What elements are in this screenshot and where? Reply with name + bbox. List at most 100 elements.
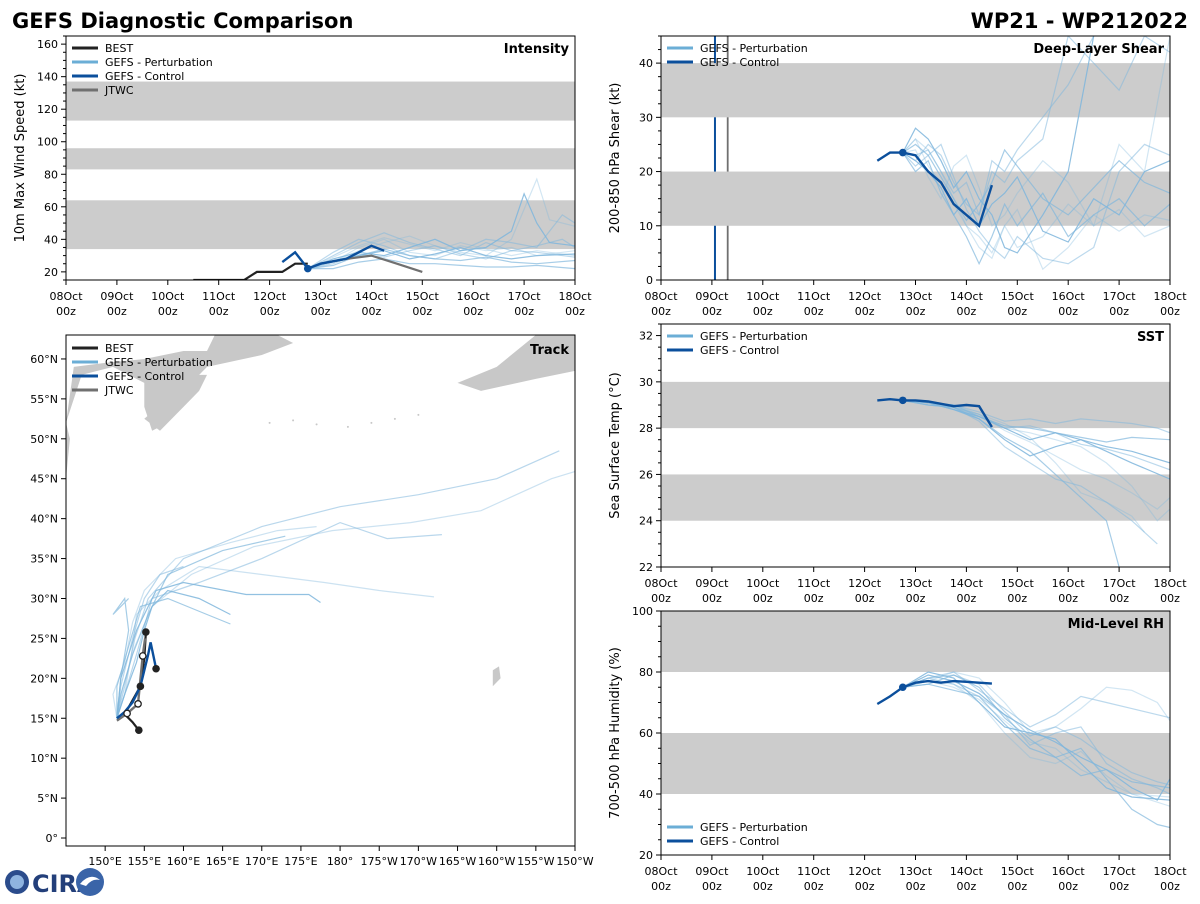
sst-xtick-date: 17Oct — [1103, 577, 1137, 590]
track-lon-label: 160°E — [167, 855, 200, 868]
track-panel: 0° 5°N 10°N 15°N 20°N 25°N 30°N 35°N 40°N 45°N 50°… — [30, 334, 594, 868]
track-jtwc-marker-0 — [123, 709, 131, 718]
track-lat-label: 55°N — [30, 393, 58, 406]
rh-perturbation-line-1 — [902, 677, 1170, 795]
intensity-xtick-date: 12Oct — [253, 290, 287, 303]
track-lat-label: 10°N — [30, 752, 58, 765]
sst-xtick-hour: 00z — [1007, 592, 1027, 605]
legend-label-control: GEFS - Control — [700, 344, 779, 357]
intensity-xtick-date: 16Oct — [457, 290, 491, 303]
intensity-perturbation-line-0 — [307, 238, 575, 270]
cira-logo: CIRA — [5, 868, 104, 898]
rh-xtick-date: 17Oct — [1103, 865, 1137, 878]
track-lat-label: 50°N — [30, 433, 58, 446]
sst-ylabel: Sea Surface Temp (°C) — [608, 372, 623, 519]
legend-label-pert: GEFS - Perturbation — [700, 42, 808, 55]
legend-label-pert: GEFS - Perturbation — [105, 356, 213, 369]
rh-panel: 20 40 60 80 100 08Oct 00z 09Oct 00z 10Oct 00z 11Oct… — [608, 605, 1187, 893]
rh-xtick-date: 13Oct — [899, 865, 933, 878]
rh-xtick-date: 16Oct — [1052, 865, 1086, 878]
intensity-control-line — [281, 244, 385, 271]
rh-ytick-label: 100 — [632, 605, 653, 618]
track-axes-frame — [65, 334, 576, 847]
track-best-marker-2 — [142, 628, 150, 636]
shear-panel: 0 10 20 30 40 08Oct 00z 09Oct 00z 10Oct 00z 11Oct 00… — [608, 35, 1187, 318]
rh-xtick-hour: 00z — [753, 880, 773, 893]
sst-xtick-hour: 00z — [702, 592, 722, 605]
shear-band-1 — [661, 63, 1170, 118]
shear-xtick-date: 14Oct — [950, 290, 984, 303]
rh-xtick-date: 11Oct — [797, 865, 831, 878]
shear-ytick-label: 30 — [639, 111, 653, 124]
aleutian-island-3 — [346, 425, 349, 428]
legend-label-jtwc: JTWC — [104, 84, 134, 97]
sst-band-1 — [661, 381, 1170, 429]
rh-xtick-date: 10Oct — [746, 865, 780, 878]
intensity-xtick-date: 11Oct — [202, 290, 236, 303]
intensity-xtick-hour: 00z — [56, 305, 76, 318]
sst-xtick-hour: 00z — [753, 592, 773, 605]
sst-xtick-date: 11Oct — [797, 577, 831, 590]
legend-label-jtwc: JTWC — [104, 384, 134, 397]
intensity-ytick-label: 20 — [44, 266, 58, 279]
land-polygon-4 — [567, 343, 575, 367]
rh-perturbation-line-5 — [902, 671, 1170, 728]
shear-xtick-date: 17Oct — [1103, 290, 1137, 303]
sst-perturbation-line-5 — [902, 399, 1158, 545]
rh-control-marker — [898, 683, 907, 692]
track-lat-label: 25°N — [30, 632, 58, 645]
track-perturbation-line-7 — [116, 589, 231, 719]
sst-xtick-date: 12Oct — [848, 577, 882, 590]
rh-xtick-hour: 00z — [1058, 880, 1078, 893]
sst-ytick-label: 24 — [639, 515, 653, 528]
land-polygon-5 — [492, 666, 501, 687]
track-lon-label: 165°E — [206, 855, 239, 868]
track-lon-label: 155°W — [517, 855, 554, 868]
rh-ylabel: 700-500 hPa Humidity (%) — [608, 647, 623, 819]
intensity-ytick-label: 120 — [37, 103, 58, 116]
logo-swirl-icon — [76, 868, 104, 896]
rh-ytick-label: 80 — [639, 666, 653, 679]
rh-control-line — [876, 679, 992, 706]
shear-perturbation-line-8 — [902, 137, 1170, 271]
sst-panel: 22 24 26 28 30 32 08Oct 00z 09Oct 00z 10Oct 00z 11Oc… — [608, 323, 1187, 605]
track-lat-label: 60°N — [30, 353, 58, 366]
rh-panel-title: Mid-Level RH — [1068, 617, 1164, 632]
shear-ytick-label: 20 — [639, 166, 653, 179]
shear-xtick-date: 16Oct — [1052, 290, 1086, 303]
intensity-xtick-hour: 00z — [107, 305, 127, 318]
intensity-xtick-date: 13Oct — [304, 290, 338, 303]
sst-plot-area — [661, 381, 1170, 567]
figure-title: GEFS Diagnostic Comparison — [12, 9, 353, 33]
intensity-xtick-date: 08Oct — [49, 290, 83, 303]
sst-perturbation-line-7 — [902, 399, 1170, 480]
track-lat-label: 0° — [46, 832, 59, 845]
shear-xtick-date: 15Oct — [1001, 290, 1035, 303]
track-lon-label: 170°W — [400, 855, 437, 868]
track-lat-label: 20°N — [30, 672, 58, 685]
sst-xtick-hour: 00z — [906, 592, 926, 605]
intensity-perturbation-line-1 — [307, 232, 575, 270]
track-lat-label: 40°N — [30, 513, 58, 526]
rh-band-0 — [661, 733, 1170, 794]
shear-xtick-hour: 00z — [753, 305, 773, 318]
rh-ytick-label: 20 — [639, 849, 653, 862]
rh-perturbation-line-7 — [902, 674, 1170, 801]
rh-perturbation-line-9 — [902, 674, 1170, 786]
intensity-perturbation-line-8 — [307, 237, 575, 270]
legend-label-control: GEFS - Control — [105, 70, 184, 83]
shear-ytick-label: 10 — [639, 220, 653, 233]
intensity-ytick-label: 100 — [37, 136, 58, 149]
rh-perturbation-line-4 — [902, 680, 1170, 807]
sst-ytick-label: 28 — [639, 422, 653, 435]
shear-xtick-hour: 00z — [1007, 305, 1027, 318]
intensity-xtick-date: 18Oct — [558, 290, 592, 303]
track-lat-label: 35°N — [30, 553, 58, 566]
sst-xtick-hour: 00z — [1058, 592, 1078, 605]
intensity-xtick-date: 10Oct — [151, 290, 185, 303]
track-lon-label: 160°W — [478, 855, 515, 868]
rh-xtick-hour: 00z — [1160, 880, 1180, 893]
sst-xtick-date: 08Oct — [644, 577, 678, 590]
track-best-marker-0 — [135, 726, 143, 735]
